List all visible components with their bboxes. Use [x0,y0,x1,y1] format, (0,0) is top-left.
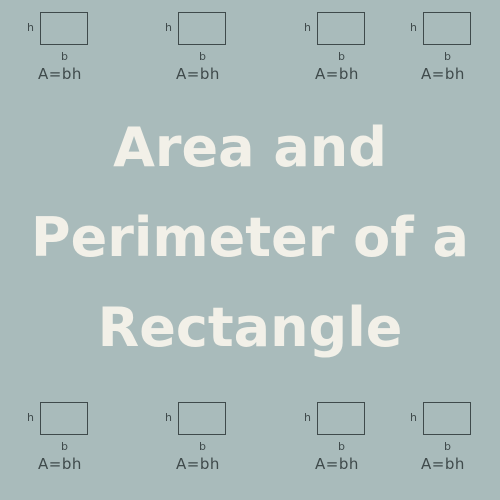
rectangle-diagram-bottom-1: h b A=bh [24,401,104,476]
rectangle-diagram-bottom-2: h b A=bh [162,401,242,476]
base-label: b [61,440,68,453]
title-line-1: Area and [113,116,387,179]
area-formula: A=bh [176,455,220,473]
height-label: h [27,411,34,424]
area-formula: A=bh [38,65,82,83]
rectangle-diagram-bottom-4: h b A=bh [407,401,487,476]
rectangle-shape [423,402,471,435]
height-label: h [165,21,172,34]
base-label: b [61,50,68,63]
title-line-2: Perimeter of a [31,206,469,269]
rectangle-shape [178,402,226,435]
area-formula: A=bh [38,455,82,473]
height-label: h [410,411,417,424]
height-label: h [304,21,311,34]
base-label: b [338,50,345,63]
base-label: b [338,440,345,453]
rectangle-diagram-top-1: h b A=bh [24,11,104,86]
rectangle-diagram-bottom-3: h b A=bh [301,401,381,476]
area-formula: A=bh [421,455,465,473]
height-label: h [27,21,34,34]
height-label: h [165,411,172,424]
rectangle-shape [40,402,88,435]
height-label: h [410,21,417,34]
rectangle-shape [40,12,88,45]
base-label: b [199,50,206,63]
rectangle-shape [178,12,226,45]
poster-title: Area and Perimeter of a Rectangle [0,103,500,373]
area-formula: A=bh [315,455,359,473]
area-formula: A=bh [176,65,220,83]
rectangle-diagram-top-4: h b A=bh [407,11,487,86]
area-formula: A=bh [421,65,465,83]
rectangle-diagram-top-2: h b A=bh [162,11,242,86]
rectangle-shape [423,12,471,45]
rectangle-shape [317,402,365,435]
title-line-3: Rectangle [97,296,403,359]
rectangle-shape [317,12,365,45]
height-label: h [304,411,311,424]
base-label: b [444,50,451,63]
area-formula: A=bh [315,65,359,83]
base-label: b [199,440,206,453]
base-label: b [444,440,451,453]
rectangle-diagram-top-3: h b A=bh [301,11,381,86]
